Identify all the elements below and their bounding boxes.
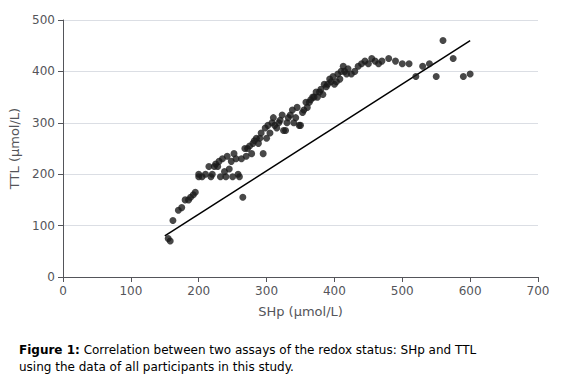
svg-text:100: 100: [119, 284, 142, 298]
svg-text:600: 600: [459, 284, 482, 298]
svg-text:Correlation between two assays: Correlation between two assays of the re…: [80, 343, 477, 357]
svg-text:0: 0: [47, 270, 55, 284]
svg-text:300: 300: [32, 116, 55, 130]
svg-text:700: 700: [527, 284, 550, 298]
svg-text:200: 200: [32, 167, 55, 181]
svg-text:300: 300: [255, 284, 278, 298]
svg-text:100: 100: [32, 219, 55, 233]
svg-text:0: 0: [59, 284, 67, 298]
svg-text:400: 400: [323, 284, 346, 298]
svg-text:200: 200: [187, 284, 210, 298]
svg-text:500: 500: [32, 13, 55, 27]
svg-text:using the data of all particip: using the data of all participants in th…: [19, 360, 294, 374]
svg-text:Figure 1:: Figure 1:: [19, 343, 80, 357]
svg-text:400: 400: [32, 64, 55, 78]
svg-text:TTL (μmol/L): TTL (μmol/L): [7, 108, 22, 190]
svg-text:500: 500: [391, 284, 414, 298]
svg-text:SHp (μmol/L): SHp (μmol/L): [258, 304, 343, 319]
